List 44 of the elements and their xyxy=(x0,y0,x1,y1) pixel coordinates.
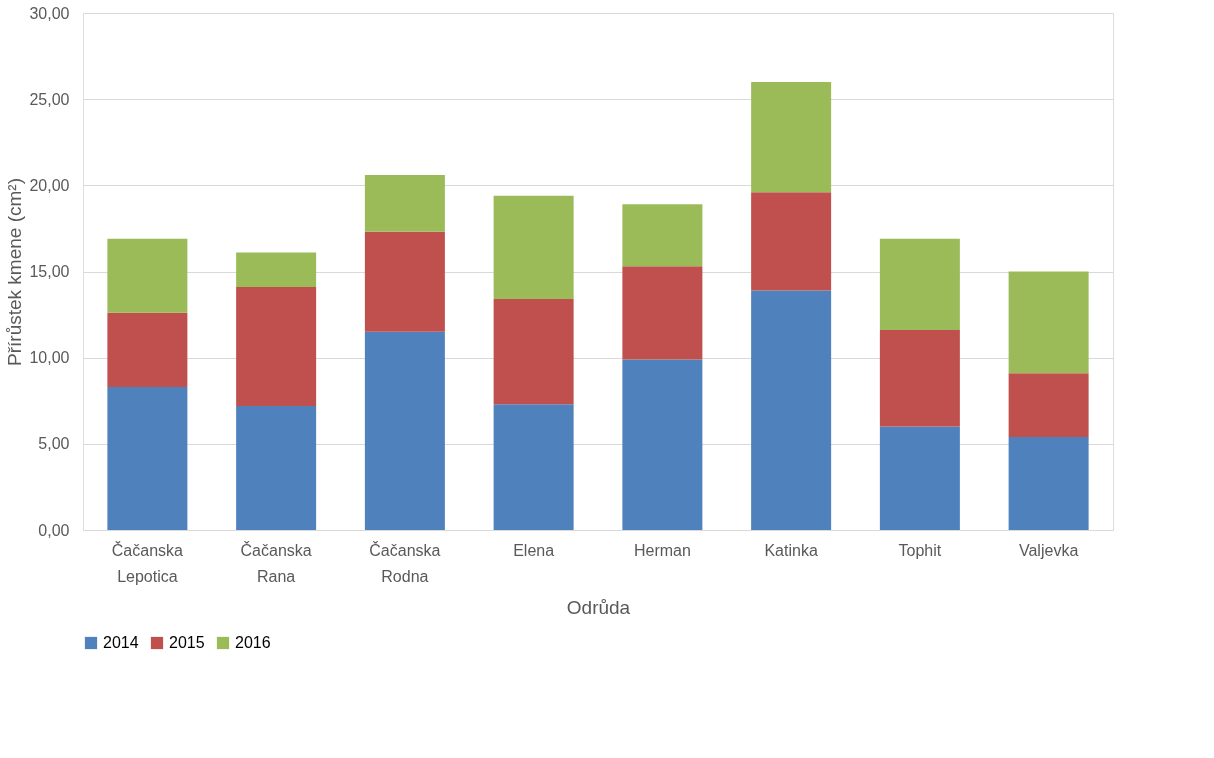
bar xyxy=(622,266,703,360)
bar xyxy=(493,195,574,300)
bar xyxy=(622,359,703,530)
x-tick-label: Čačanska Rana xyxy=(240,540,312,585)
bar xyxy=(751,192,832,291)
bar xyxy=(879,238,960,331)
x-tick-label: Herman xyxy=(633,541,691,559)
bar xyxy=(493,299,574,405)
y-tick-label: 25,00 xyxy=(29,90,70,108)
bar xyxy=(879,330,960,427)
bar xyxy=(236,287,317,406)
x-tick-label: Tophit xyxy=(898,541,942,559)
bar xyxy=(1008,436,1089,530)
x-tick-label: Katinka xyxy=(764,541,818,559)
y-tick-label: 15,00 xyxy=(29,263,70,280)
bar xyxy=(364,174,445,232)
legend-label: 2014 xyxy=(103,634,139,651)
bar xyxy=(364,231,445,332)
bar xyxy=(236,405,317,530)
x-tick-label: Elena xyxy=(513,541,555,559)
x-axis-title: Odrůda xyxy=(566,596,631,618)
y-tick-label: 5,00 xyxy=(38,435,70,453)
x-tick-label: Valjevka xyxy=(1018,541,1079,559)
bar xyxy=(107,386,188,530)
bar xyxy=(493,404,574,530)
x-tick-label: Čačanska Rodna xyxy=(369,540,441,585)
bar xyxy=(879,426,960,530)
x-tick-label: Čačanska Lepotica xyxy=(111,540,184,585)
bar xyxy=(107,238,188,313)
y-tick-label: 0,00 xyxy=(38,521,70,539)
legend-label: 2016 xyxy=(235,634,271,651)
bar xyxy=(751,290,832,530)
bar xyxy=(1008,373,1089,437)
bar xyxy=(751,81,832,193)
bar xyxy=(236,252,317,288)
bar xyxy=(1008,271,1089,374)
bar xyxy=(622,204,703,267)
y-tick-label: 20,00 xyxy=(29,176,70,194)
legend-label: 2015 xyxy=(169,634,205,651)
y-tick-label: 30,00 xyxy=(29,4,70,22)
y-tick-label: 10,00 xyxy=(29,349,70,367)
bar xyxy=(364,331,445,530)
y-axis-title: Přírůstek kmene (cm²) xyxy=(4,178,26,366)
bar xyxy=(107,312,188,387)
